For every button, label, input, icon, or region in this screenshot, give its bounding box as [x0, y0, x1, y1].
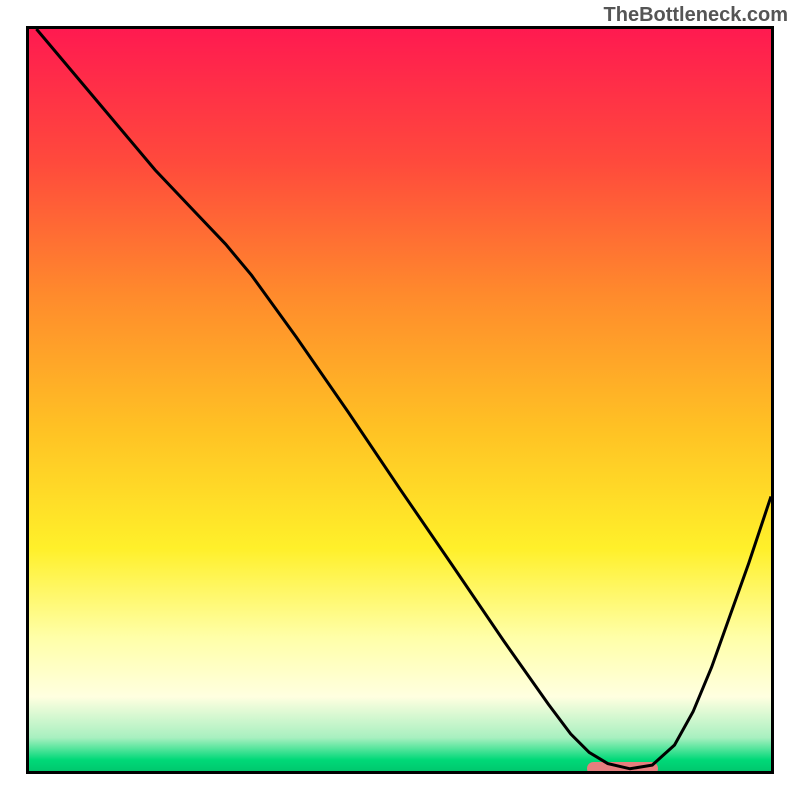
bottleneck-curve	[29, 29, 771, 771]
plot-area	[26, 26, 774, 774]
watermark-label: TheBottleneck.com	[604, 4, 788, 27]
bottleneck-chart: TheBottleneck.com	[0, 0, 800, 800]
